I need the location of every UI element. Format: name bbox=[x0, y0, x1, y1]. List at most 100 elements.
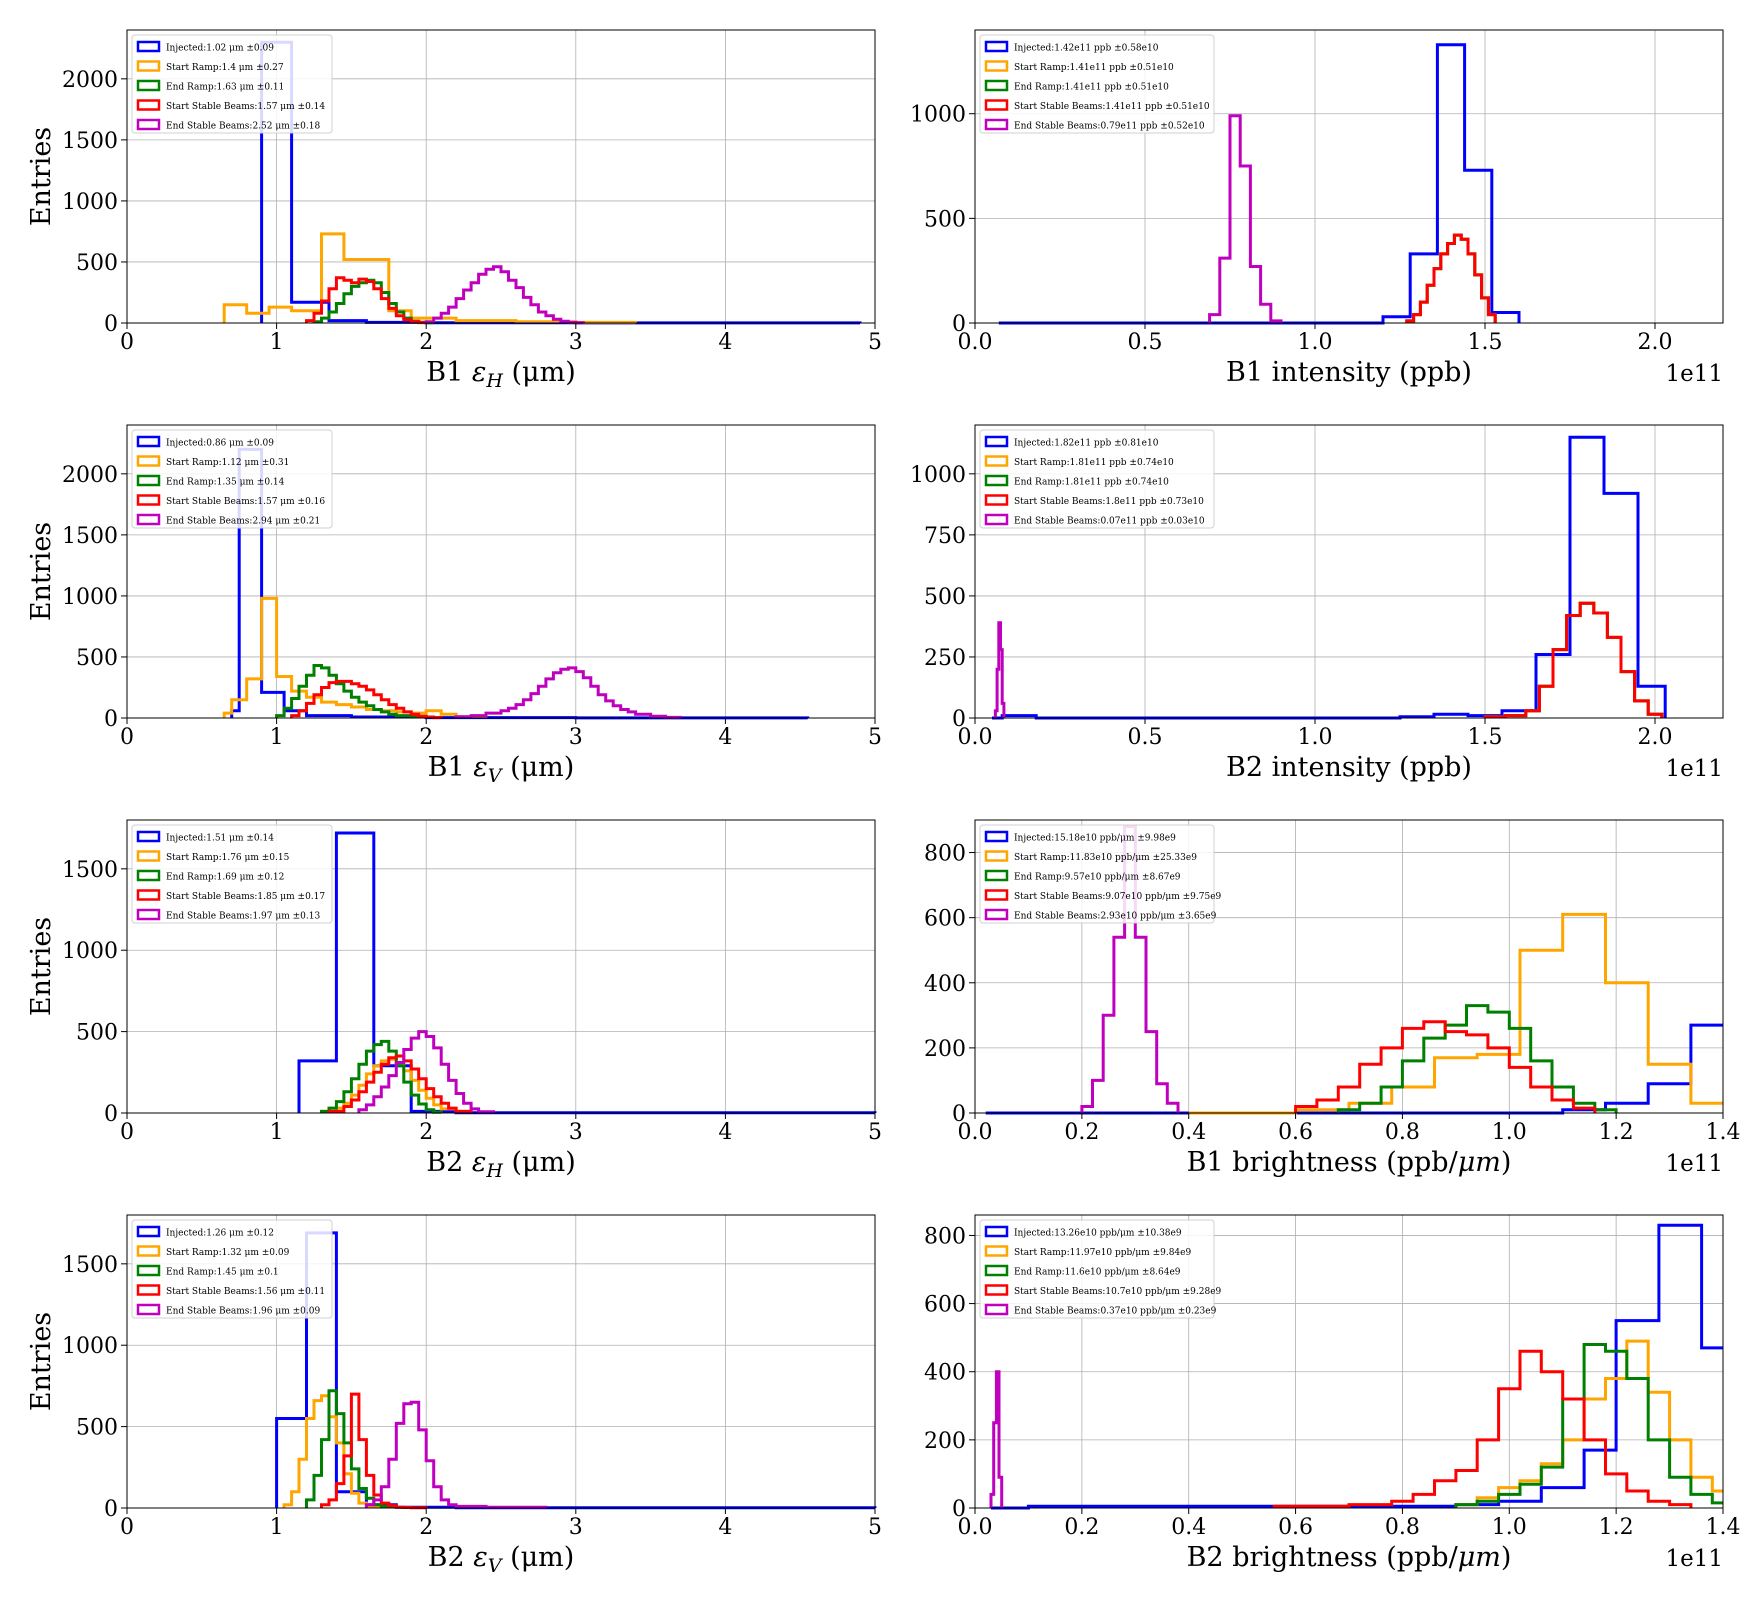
legend-swatch bbox=[136, 79, 161, 92]
legend-swatch bbox=[136, 1225, 161, 1238]
x-tick-label: 0.0 bbox=[958, 330, 993, 355]
y-tick-label: 1500 bbox=[62, 129, 118, 154]
series-line-3 bbox=[1454, 1343, 1723, 1508]
plot-frame bbox=[126, 1214, 876, 1509]
legend-swatch bbox=[984, 850, 1009, 862]
y-tick-label: 1000 bbox=[62, 190, 118, 215]
chart-panel-5: 0 1 2 3 4 5 0 500 1000 1500 B2 εH (μm) Entries Injec… bbox=[26, 819, 882, 1182]
x-tick-label: 0.0 bbox=[958, 1120, 993, 1145]
x-tick-label: 1 bbox=[270, 330, 284, 355]
legend-swatch bbox=[984, 1225, 1009, 1238]
x-axis-label: B1 εV (μm) bbox=[428, 752, 575, 787]
legend: Injected:1.82e11 ppb ±0.81e10 Start Ramp:… bbox=[979, 429, 1215, 529]
legend-swatch bbox=[136, 908, 161, 921]
legend-box bbox=[131, 824, 333, 924]
x-tick-label: 2 bbox=[419, 725, 433, 750]
legend-swatch bbox=[984, 830, 1009, 843]
x-tick-label: 1.2 bbox=[1599, 1515, 1634, 1540]
legend-box bbox=[979, 1219, 1215, 1319]
y-tick-label: 1000 bbox=[910, 463, 966, 488]
y-tick-label: 600 bbox=[924, 907, 966, 932]
legend-swatch bbox=[136, 455, 161, 467]
legend-label: Injected:1.02 μm ±0.09 bbox=[166, 44, 274, 54]
series-line-2 bbox=[222, 232, 638, 324]
x-axis-label: B2 εH (μm) bbox=[426, 1147, 576, 1182]
legend-swatch bbox=[136, 474, 161, 487]
legend-box bbox=[131, 429, 333, 529]
legend-label: Start Stable Beams:1.85 μm ±0.17 bbox=[166, 892, 325, 902]
legend-swatch bbox=[984, 118, 1009, 131]
chart-panel-2: 0.0 0.5 1.0 1.5 2.0 0 500 1000 B1 intensity (ppb… bbox=[910, 29, 1724, 388]
y-tick-label: 0 bbox=[952, 707, 966, 732]
legend-swatch bbox=[136, 869, 161, 882]
x-tick-label: 0.2 bbox=[1064, 1120, 1099, 1145]
y-tick-label: 800 bbox=[924, 1224, 966, 1249]
x-tick-label: 2.0 bbox=[1638, 725, 1673, 750]
legend-box bbox=[979, 429, 1215, 529]
legend-label: Start Ramp:1.12 μm ±0.31 bbox=[166, 458, 289, 468]
y-tick-label: 500 bbox=[76, 646, 118, 671]
legend-label: End Stable Beams:2.52 μm ±0.18 bbox=[166, 122, 320, 132]
plot-frame bbox=[126, 29, 876, 324]
x-tick-label: 0.6 bbox=[1278, 1120, 1313, 1145]
legend-label: Start Stable Beams:1.8e11 ppb ±0.73e10 bbox=[1014, 497, 1204, 507]
x-tick-label: 3 bbox=[569, 1120, 583, 1145]
y-tick-label: 500 bbox=[76, 1416, 118, 1441]
x-tick-label: 1.0 bbox=[1492, 1515, 1527, 1540]
legend-label: End Stable Beams:0.07e11 ppb ±0.03e10 bbox=[1014, 517, 1205, 527]
legend-label: Start Ramp:1.32 μm ±0.09 bbox=[166, 1248, 290, 1258]
y-tick-label: 2000 bbox=[62, 68, 118, 93]
x-tick-label: 1 bbox=[270, 725, 284, 750]
x-offset-text: 1e11 bbox=[1665, 1546, 1723, 1572]
x-tick-label: 5 bbox=[868, 330, 882, 355]
x-tick-label: 3 bbox=[569, 330, 583, 355]
legend-swatch bbox=[136, 1284, 161, 1296]
x-tick-label: 0 bbox=[120, 1120, 134, 1145]
y-tick-label: 1000 bbox=[62, 939, 118, 964]
legend: Injected:15.18e10 ppb/μm ±9.98e9 Start Ra… bbox=[979, 824, 1222, 924]
y-tick-label: 1000 bbox=[62, 1334, 118, 1359]
chart-panel-3: 0 1 2 3 4 5 0 500 1000 1500 2000 B1 εV (μm) Entries I… bbox=[26, 424, 882, 787]
legend-swatch bbox=[136, 60, 161, 72]
legend-swatch bbox=[984, 889, 1009, 901]
y-tick-label: 250 bbox=[924, 646, 966, 671]
series-line-2 bbox=[1454, 1339, 1723, 1508]
legend-label: End Ramp:1.41e11 ppb ±0.51e10 bbox=[1014, 83, 1169, 93]
legend-swatch bbox=[136, 1245, 161, 1257]
y-tick-label: 0 bbox=[104, 707, 118, 732]
x-axis-label: B1 brightness (ppb/μm) bbox=[1187, 1147, 1512, 1178]
legend-swatch bbox=[136, 513, 161, 526]
x-tick-label: 2 bbox=[419, 1120, 433, 1145]
legend-swatch bbox=[136, 494, 161, 506]
x-tick-label: 1.0 bbox=[1298, 330, 1333, 355]
x-axis-label: B1 intensity (ppb) bbox=[1226, 357, 1472, 388]
legend: Injected:1.26 μm ±0.12 Start Ramp:1.32 μm… bbox=[131, 1219, 333, 1319]
y-axis-label: Entries bbox=[26, 522, 57, 621]
x-tick-label: 1.5 bbox=[1468, 330, 1503, 355]
series-line-4 bbox=[1405, 233, 1497, 323]
x-tick-label: 4 bbox=[718, 1120, 732, 1145]
plot-frame bbox=[974, 819, 1724, 1114]
x-tick-label: 2.0 bbox=[1638, 330, 1673, 355]
series-line-1 bbox=[985, 1023, 1723, 1115]
x-offset-text: 1e11 bbox=[1665, 1151, 1723, 1177]
legend-swatch bbox=[136, 830, 161, 843]
y-tick-label: 0 bbox=[952, 1497, 966, 1522]
legend-box bbox=[979, 34, 1215, 134]
x-tick-label: 1.4 bbox=[1706, 1120, 1741, 1145]
legend-swatch bbox=[136, 118, 161, 131]
legend-swatch bbox=[136, 40, 161, 53]
x-tick-label: 1.0 bbox=[1492, 1120, 1527, 1145]
legend-label: Start Stable Beams:1.57 μm ±0.14 bbox=[166, 102, 325, 112]
series-line-2 bbox=[1188, 912, 1723, 1115]
legend-swatch bbox=[984, 1303, 1009, 1316]
legend-label: Start Stable Beams:9.07e10 ppb/μm ±9.75e… bbox=[1014, 892, 1222, 902]
x-axis-label: B2 εV (μm) bbox=[428, 1542, 575, 1577]
series-line-5 bbox=[454, 666, 682, 719]
legend-swatch bbox=[136, 435, 161, 448]
y-tick-label: 400 bbox=[924, 1361, 966, 1386]
x-tick-label: 0.5 bbox=[1128, 725, 1163, 750]
x-tick-label: 0.5 bbox=[1128, 330, 1163, 355]
series-line-5 bbox=[357, 1030, 495, 1114]
series-line-4 bbox=[320, 1392, 428, 1510]
